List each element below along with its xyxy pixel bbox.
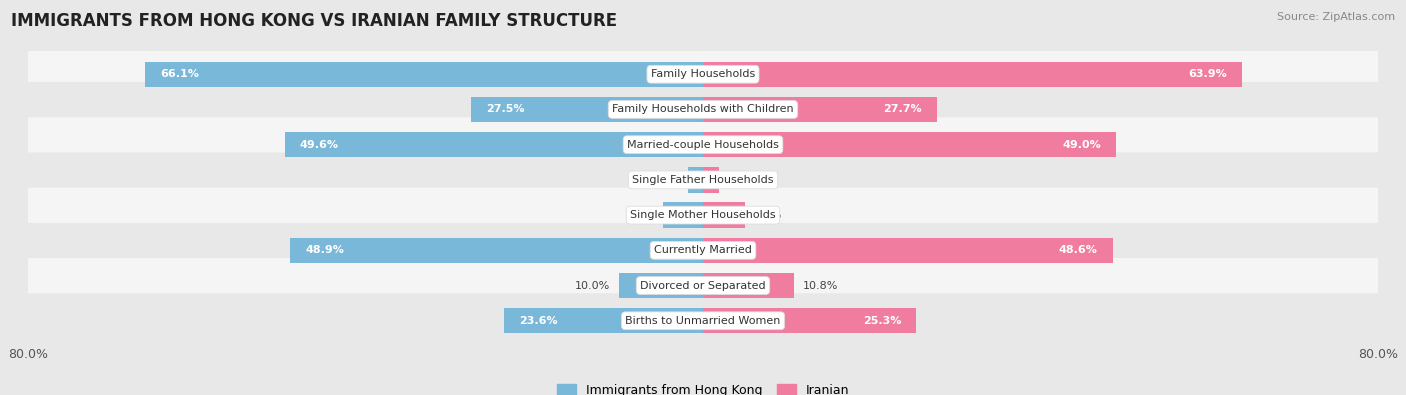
Bar [703, 167, 718, 193]
Text: 10.0%: 10.0% [575, 280, 610, 291]
Text: 48.6%: 48.6% [1059, 245, 1098, 255]
Bar [703, 202, 745, 228]
FancyBboxPatch shape [21, 47, 1385, 102]
Bar [703, 97, 936, 122]
Text: Married-couple Households: Married-couple Households [627, 140, 779, 150]
Bar [703, 308, 917, 333]
Text: 1.9%: 1.9% [727, 175, 756, 185]
Bar [503, 308, 703, 333]
Text: Births to Unmarried Women: Births to Unmarried Women [626, 316, 780, 326]
Bar [291, 238, 703, 263]
Text: 5.0%: 5.0% [754, 210, 782, 220]
FancyBboxPatch shape [21, 82, 1385, 137]
Text: Single Father Households: Single Father Households [633, 175, 773, 185]
FancyBboxPatch shape [21, 152, 1385, 207]
Bar [703, 273, 794, 298]
FancyBboxPatch shape [21, 188, 1385, 243]
Text: 23.6%: 23.6% [519, 316, 558, 326]
FancyBboxPatch shape [21, 293, 1385, 348]
Legend: Immigrants from Hong Kong, Iranian: Immigrants from Hong Kong, Iranian [551, 379, 855, 395]
Bar [471, 97, 703, 122]
Bar [703, 238, 1114, 263]
Bar [145, 62, 703, 87]
Text: Single Mother Households: Single Mother Households [630, 210, 776, 220]
Text: 48.9%: 48.9% [305, 245, 344, 255]
Bar [703, 132, 1116, 157]
FancyBboxPatch shape [21, 258, 1385, 313]
Bar [284, 132, 703, 157]
Text: 49.0%: 49.0% [1063, 140, 1101, 150]
FancyBboxPatch shape [21, 117, 1385, 172]
Bar [619, 273, 703, 298]
Text: 25.3%: 25.3% [863, 316, 901, 326]
Text: Source: ZipAtlas.com: Source: ZipAtlas.com [1277, 12, 1395, 22]
Text: 27.5%: 27.5% [486, 104, 524, 115]
Bar [662, 202, 703, 228]
Text: Family Households: Family Households [651, 69, 755, 79]
Text: 66.1%: 66.1% [160, 69, 200, 79]
Text: 1.8%: 1.8% [651, 175, 679, 185]
Text: 49.6%: 49.6% [299, 140, 339, 150]
Text: 10.8%: 10.8% [803, 280, 838, 291]
Bar [703, 62, 1241, 87]
FancyBboxPatch shape [21, 223, 1385, 278]
Text: 63.9%: 63.9% [1188, 69, 1227, 79]
Text: Family Households with Children: Family Households with Children [612, 104, 794, 115]
Text: Divorced or Separated: Divorced or Separated [640, 280, 766, 291]
Text: IMMIGRANTS FROM HONG KONG VS IRANIAN FAMILY STRUCTURE: IMMIGRANTS FROM HONG KONG VS IRANIAN FAM… [11, 12, 617, 30]
Bar [688, 167, 703, 193]
Text: 27.7%: 27.7% [883, 104, 921, 115]
Text: 4.8%: 4.8% [626, 210, 654, 220]
Text: Currently Married: Currently Married [654, 245, 752, 255]
